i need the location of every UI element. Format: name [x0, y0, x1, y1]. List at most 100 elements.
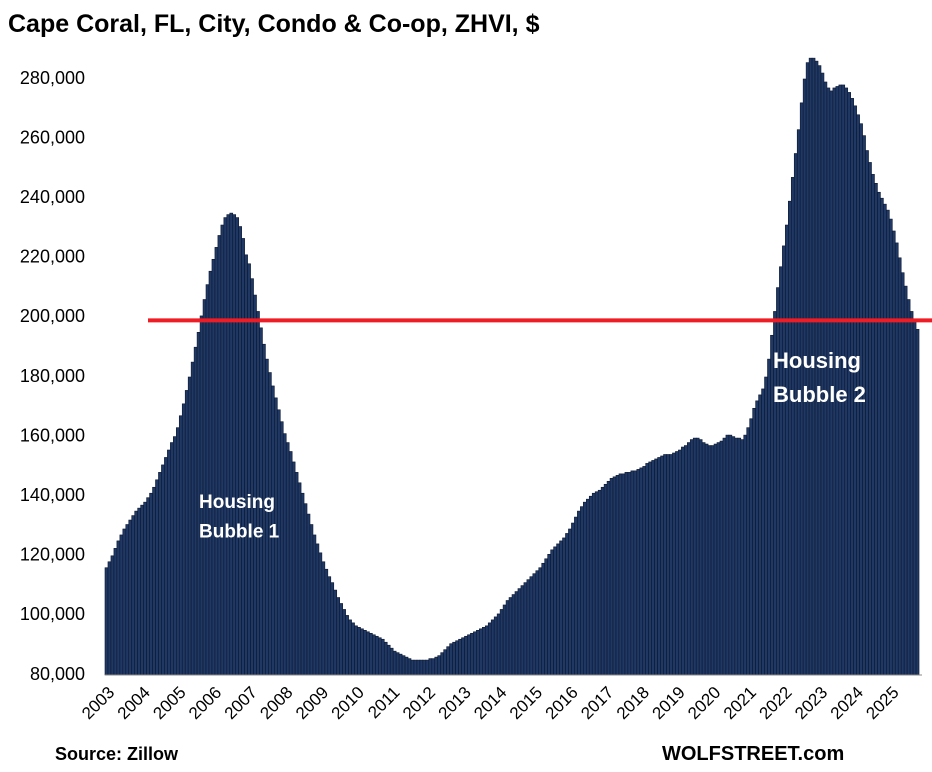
bar	[672, 452, 676, 676]
bar	[208, 270, 213, 676]
y-tick-label: 200,000	[20, 306, 85, 326]
x-tick-label: 2013	[435, 683, 475, 723]
bar	[737, 437, 742, 676]
bar	[785, 224, 789, 676]
bar	[868, 162, 872, 676]
bar	[193, 346, 198, 676]
bar	[767, 358, 771, 676]
bar	[538, 567, 543, 676]
bar	[678, 449, 682, 676]
bar	[389, 647, 394, 676]
bar	[880, 197, 884, 676]
bar	[345, 615, 349, 676]
bar	[297, 482, 302, 676]
bar	[375, 635, 379, 676]
bar	[541, 562, 545, 676]
y-tick-label: 220,000	[20, 247, 85, 267]
bar	[642, 466, 647, 676]
bar	[752, 407, 756, 676]
bar	[452, 641, 456, 676]
bar	[164, 457, 168, 676]
bar	[779, 266, 783, 676]
bar	[190, 361, 195, 676]
bar	[315, 543, 320, 676]
bar	[339, 603, 343, 676]
bar	[526, 579, 531, 676]
bar	[173, 436, 177, 676]
bar	[369, 632, 373, 676]
bar	[562, 537, 566, 676]
bar	[633, 470, 638, 676]
y-tick-label: 140,000	[20, 485, 85, 505]
bar	[903, 285, 908, 676]
bar	[416, 659, 421, 676]
bar	[618, 473, 623, 676]
bar	[838, 84, 843, 676]
bar	[654, 458, 658, 676]
bar	[900, 272, 905, 676]
bar	[140, 504, 144, 676]
bar	[419, 659, 424, 676]
bar	[128, 519, 133, 676]
bar	[449, 643, 453, 676]
x-tick-label: 2010	[328, 683, 368, 723]
bar	[740, 439, 745, 676]
bar	[176, 427, 180, 676]
bar	[143, 501, 147, 676]
bar	[704, 443, 709, 676]
bar	[363, 629, 367, 676]
bar	[366, 631, 370, 676]
bar	[883, 203, 887, 676]
bar	[149, 492, 153, 676]
bar	[378, 637, 382, 676]
bar	[776, 287, 780, 676]
bar	[265, 358, 269, 676]
credit: WOLFSTREET.com	[662, 743, 844, 765]
bar	[410, 659, 415, 676]
annotation: Housing	[773, 348, 861, 373]
x-tick-label: 2017	[577, 683, 617, 723]
bar	[624, 472, 629, 676]
bar	[241, 238, 245, 676]
bar	[731, 436, 736, 676]
bar	[220, 224, 225, 676]
bar	[675, 451, 679, 676]
bar	[508, 597, 513, 676]
bar	[404, 656, 409, 676]
bar	[695, 437, 700, 676]
bar	[874, 183, 878, 676]
bar	[716, 442, 721, 676]
bar	[104, 567, 109, 676]
bar	[285, 442, 290, 676]
bar	[606, 480, 611, 676]
bar	[529, 576, 534, 676]
bar	[401, 655, 406, 676]
bar	[894, 242, 899, 676]
bar	[473, 631, 477, 676]
bar	[550, 549, 554, 676]
bar	[758, 394, 762, 676]
bar	[487, 622, 492, 676]
x-tick-label: 2019	[649, 683, 689, 723]
bar	[517, 588, 522, 676]
x-tick-label: 2023	[791, 683, 831, 723]
bar	[336, 597, 341, 676]
x-tick-label: 2020	[684, 683, 724, 723]
x-tick-label: 2025	[862, 683, 902, 723]
bar	[134, 510, 138, 676]
chart-title: Cape Coral, FL, City, Condo & Co-op, ZHV…	[8, 10, 540, 38]
bar	[865, 150, 869, 676]
bar	[585, 498, 590, 676]
bar	[490, 619, 495, 676]
bar	[321, 561, 326, 676]
bar	[502, 604, 507, 676]
bar	[125, 524, 130, 676]
bar	[137, 507, 141, 676]
bar	[686, 442, 691, 676]
bar	[238, 226, 242, 676]
bar	[437, 655, 442, 676]
bar	[600, 486, 605, 676]
bar	[217, 235, 222, 676]
bar	[722, 437, 727, 676]
bar	[309, 524, 314, 676]
